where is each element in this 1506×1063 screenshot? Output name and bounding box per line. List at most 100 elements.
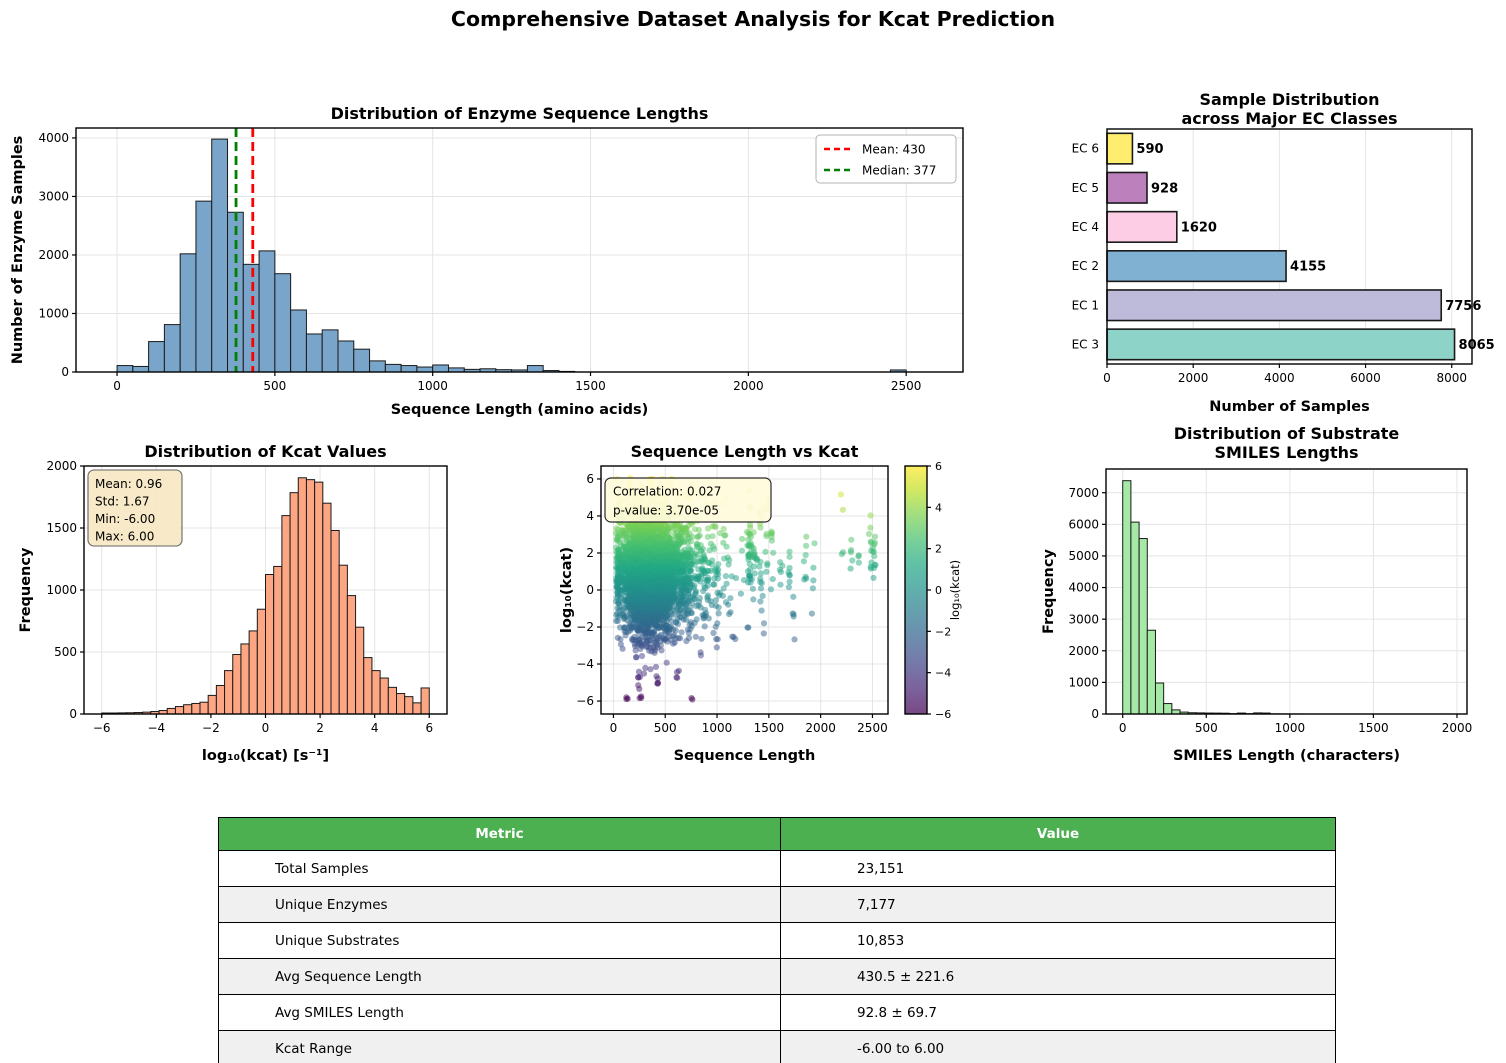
scatter-point [628, 612, 635, 619]
histogram-bar [179, 253, 197, 373]
annotation-line: p-value: 3.70e-05 [613, 504, 719, 518]
y-tick-label: 2000 [1068, 644, 1099, 658]
scatter-point [662, 597, 669, 604]
x-tick-label: 2000 [805, 721, 836, 735]
scatter-point [623, 559, 630, 566]
y-tick-label: 4000 [38, 131, 69, 145]
scatter-point [642, 664, 649, 671]
scatter-point [715, 610, 722, 617]
scatter-point [695, 533, 702, 540]
category-label: EC 5 [1072, 181, 1099, 195]
scatter-point [651, 612, 658, 620]
scatter-point [739, 535, 746, 542]
x-tick-label: −2 [202, 721, 220, 735]
histogram-bar [353, 348, 371, 373]
scatter-point [695, 526, 702, 533]
scatter-point [649, 579, 656, 586]
scatter-point [678, 629, 685, 636]
scatter-point [713, 644, 720, 651]
chart-kcat-histogram: −6 −4 −2 0 2 4 6 0 500 1000 1500 2000 Distribution o… [18, 442, 448, 764]
colorbar-tick-label: −6 [935, 708, 951, 721]
scatter-point [627, 548, 634, 555]
x-tick-label: 0 [1103, 371, 1111, 385]
histogram-bar [338, 564, 348, 715]
histogram-bar [363, 657, 373, 715]
x-tick-label: −6 [93, 721, 111, 735]
stats-line: Std: 1.67 [95, 495, 150, 509]
scatter-point [711, 575, 718, 582]
scatter-point [653, 596, 660, 603]
chart-title: Sample Distribution [1199, 90, 1379, 109]
scatter-point [686, 534, 693, 542]
histogram-bar [1130, 521, 1140, 715]
scatter-point [620, 539, 627, 546]
scatter-point [744, 568, 752, 575]
scatter-point [712, 523, 719, 531]
scatter-point [657, 623, 664, 630]
scatter-point [790, 613, 797, 620]
scatter-point [658, 591, 665, 598]
x-tick-label: 0 [113, 379, 121, 393]
y-tick-label: 1000 [46, 583, 77, 597]
scatter-point [654, 539, 661, 546]
scatter-point [865, 530, 873, 538]
y-axis-label: log₁₀(kcat) [559, 547, 575, 633]
scatter-point [764, 560, 771, 567]
histogram-bar [191, 702, 201, 715]
scatter-point [744, 624, 751, 631]
scatter-point [654, 679, 662, 686]
scatter-point [644, 573, 651, 580]
scatter-point [757, 585, 765, 592]
scatter-point [777, 581, 784, 588]
chart-seq-vs-kcat-scatter: 0 500 1000 1500 2000 2500 −6 −4 −2 0 2 4 6 Sequence L… [559, 442, 962, 764]
histogram-bar [1163, 703, 1173, 715]
histogram-bar [369, 360, 386, 373]
x-tick-label: 0 [610, 721, 618, 735]
scatter-point [700, 615, 707, 622]
value-cell: 23,151 [780, 850, 1336, 887]
scatter-point [660, 537, 667, 544]
scatter-point [630, 526, 637, 533]
histogram-bar [215, 684, 226, 715]
scatter-point [640, 627, 647, 634]
histogram-bar [416, 366, 434, 373]
summary-table-row: Unique Enzymes 7,177 [218, 886, 1336, 923]
scatter-point [870, 574, 877, 581]
histogram-bar [321, 329, 339, 373]
annotation-line: Correlation: 0.027 [613, 485, 721, 499]
scatter-point [786, 548, 793, 555]
scatter-point [800, 558, 807, 565]
histogram-bar [396, 693, 406, 715]
scatter-point [691, 552, 698, 559]
scatter-point [702, 584, 709, 592]
scatter-point [762, 548, 769, 555]
y-tick-label: −2 [576, 620, 594, 634]
bar-value-label: 4155 [1290, 260, 1326, 275]
bar-value-label: 7756 [1445, 299, 1481, 314]
scatter-point [723, 543, 730, 550]
histogram-bar [355, 626, 365, 715]
y-tick-label: 1500 [46, 521, 77, 535]
scatter-point [758, 607, 765, 614]
histogram-bar [400, 365, 418, 373]
scatter-point [646, 647, 653, 654]
scatter-point [647, 666, 654, 673]
scatter-point [732, 575, 740, 582]
scatter-point [704, 577, 712, 584]
scatter-point [758, 580, 765, 587]
scatter-point [751, 570, 758, 577]
histogram-bar [232, 653, 242, 715]
x-axis-label: Sequence Length (amino acids) [391, 402, 649, 418]
scatter-point [623, 696, 630, 703]
x-axis-label: Sequence Length [674, 748, 816, 764]
category-label: EC 1 [1072, 298, 1099, 312]
scatter-point [653, 606, 660, 613]
stats-line: Min: -6.00 [95, 512, 155, 526]
y-tick-label: 0 [61, 365, 69, 379]
scatter-point [855, 559, 862, 566]
scatter-point [614, 588, 621, 595]
scatter-point [660, 616, 668, 623]
scatter-point [633, 622, 641, 629]
scatter-point [802, 552, 809, 559]
colorbar-gradient [905, 466, 927, 714]
